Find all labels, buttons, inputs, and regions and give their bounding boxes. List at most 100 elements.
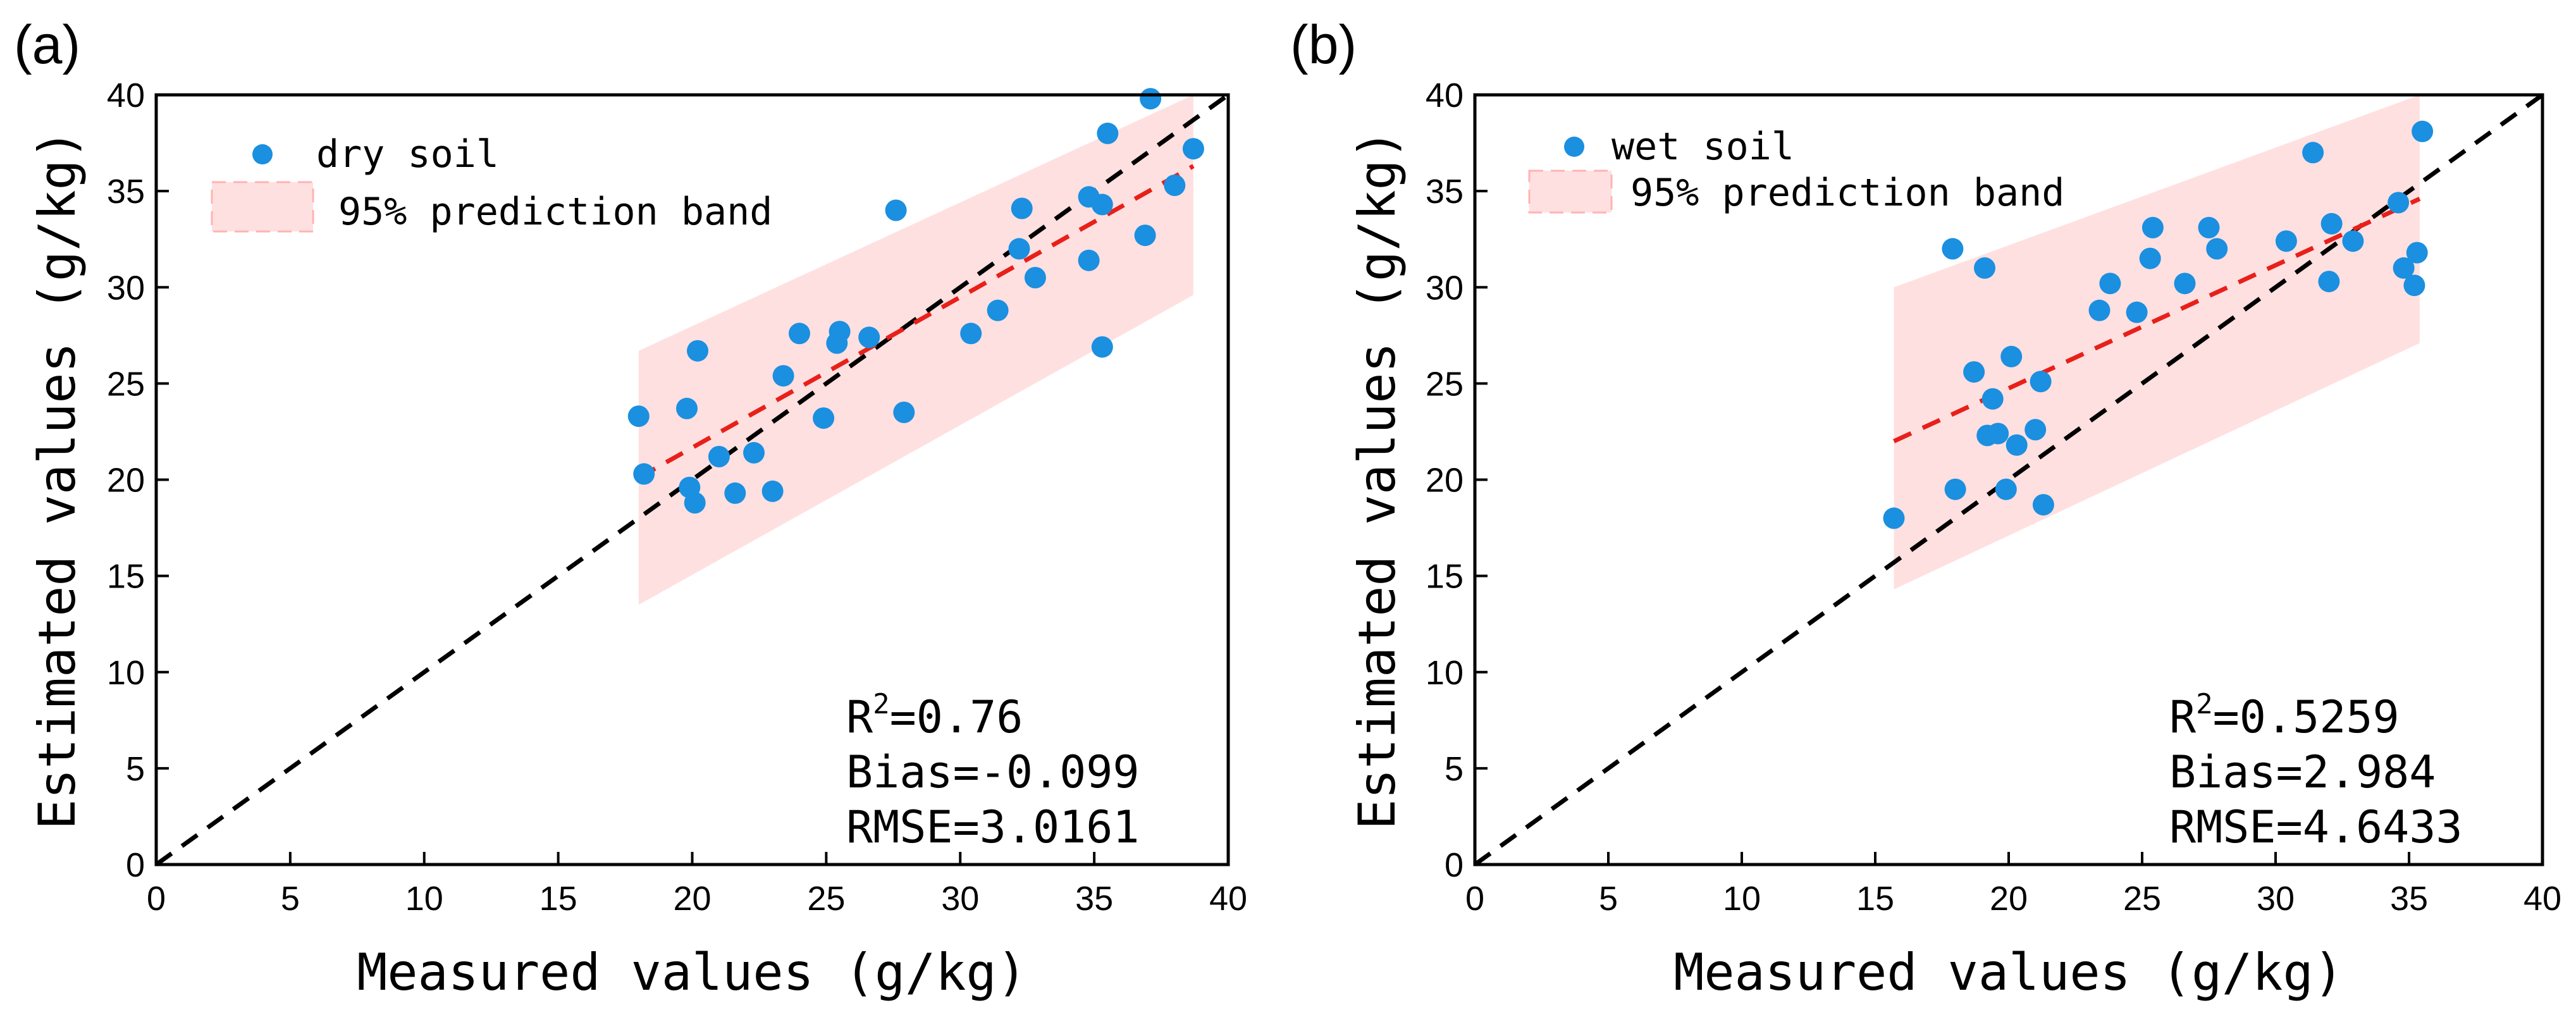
panel-b-legend-scatter-label: wet soil	[1612, 125, 1794, 169]
panel-a-points-layer	[627, 88, 1204, 514]
panel-a-data-point-28	[1097, 122, 1119, 144]
panel-a-x-tick-label: 10	[405, 880, 443, 918]
panel-a-legend-marker-dot	[252, 144, 273, 164]
panel-a-y-tick-label: 15	[107, 558, 145, 596]
panel-a-data-point-25	[1078, 249, 1100, 271]
panel-b-label: (b)	[1290, 15, 1357, 75]
panel-a-y-tick-label: 30	[107, 269, 145, 307]
panel-a-data-point-31	[1164, 175, 1186, 196]
chart-panel-b: 0 5 10 15 20 25 30 35 40 0 5 10 15 20 25 30 35 40 wet soi…	[1290, 15, 2561, 1002]
panel-b-x-tick-label: 20	[1990, 880, 2028, 918]
panel-b-data-point-13	[2030, 371, 2052, 393]
panel-a-data-point-18	[893, 402, 915, 423]
panel-b-legend-marker-dot	[1564, 137, 1584, 157]
panel-b-legend-band-swatch	[1528, 169, 1613, 214]
panel-b-data-point-15	[2088, 299, 2111, 321]
panel-a-data-point-21	[1008, 238, 1030, 260]
panel-b-data-point-5	[1974, 257, 1995, 279]
panel-b-data-point-20	[2174, 273, 2196, 295]
panel-b-data-point-18	[2139, 247, 2161, 269]
panel-b-y-tick-label: 35	[1426, 173, 1464, 211]
panel-a-y-axis-title: Estimated values (g/kg)	[28, 129, 87, 830]
panel-b-y-tick-label: 0	[1445, 846, 1464, 884]
panel-b-stats: R2=0.5259 Bias=2.984 RMSE=4.6433	[2169, 688, 2463, 853]
panel-a-bias-text: Bias=-0.099	[846, 746, 1140, 798]
panel-b-x-tick-label: 25	[2123, 880, 2161, 918]
panel-a-data-point-20	[987, 299, 1009, 321]
panel-a-data-point-15	[829, 321, 851, 343]
panel-a-x-tick-label: 20	[673, 880, 711, 918]
panel-b-x-axis-title: Measured values (g/kg)	[1673, 943, 2344, 1002]
panel-b-r2-text: R2=0.5259	[2169, 688, 2400, 743]
panel-b-data-point-2	[1942, 238, 1964, 260]
panel-a-data-point-27	[1091, 336, 1113, 358]
panel-a-y-tick-label: 0	[126, 846, 145, 884]
panel-b-data-point-12	[2024, 419, 2047, 441]
panel-a-data-point-16	[858, 326, 880, 348]
panel-a-band-layer	[638, 95, 1193, 605]
panel-a-data-point-1	[627, 405, 650, 428]
panel-b-y-tick-label: 40	[1426, 77, 1464, 114]
panel-a-data-point-2	[633, 463, 655, 485]
panel-b-x-tick-label: 0	[1465, 880, 1484, 918]
panel-a-y-tick-label: 20	[107, 462, 145, 500]
panel-b-ticks-layer: 0 5 10 15 20 25 30 35 40 0 5 10 15 20 25 30 35 40	[1426, 77, 2561, 918]
chart-panel-a: 0 5 10 15 20 25 30 35 40 0 5 10 15 20 25 30 35 40 dry soi…	[14, 15, 1247, 1002]
panel-b-data-point-19	[2142, 216, 2164, 238]
panel-b-data-point-31	[2406, 242, 2428, 264]
panel-a-x-tick-label: 0	[147, 880, 166, 918]
panel-a-prediction-band	[638, 95, 1193, 605]
panel-a-x-axis-title: Measured values (g/kg)	[357, 943, 1027, 1002]
panel-b-x-tick-label: 15	[1856, 880, 1894, 918]
panel-b-y-tick-label: 20	[1426, 462, 1464, 500]
panel-a-data-point-13	[813, 407, 835, 429]
panel-a-stats: R2=0.76 Bias=-0.099 RMSE=3.0161	[846, 688, 1140, 853]
panel-b-y-tick-label: 30	[1426, 269, 1464, 307]
panel-b-data-point-29	[2393, 257, 2415, 279]
panel-b-points-layer	[1883, 120, 2434, 529]
panel-b-data-point-30	[2403, 274, 2425, 297]
panel-a-data-point-9	[743, 441, 765, 464]
panel-b-rmse-text: RMSE=4.6433	[2169, 801, 2463, 853]
panel-a-data-point-12	[789, 323, 810, 345]
panel-a-data-point-8	[724, 482, 746, 504]
panel-a-data-point-30	[1140, 88, 1162, 110]
panel-a-legend-band-label: 95% prediction band	[338, 190, 772, 234]
panel-b-y-axis-title: Estimated values (g/kg)	[1348, 129, 1407, 830]
panel-a-data-point-23	[1024, 267, 1046, 288]
panel-b-data-point-14	[2032, 494, 2054, 516]
panel-a-data-point-22	[1011, 197, 1033, 219]
panel-a-data-point-3	[676, 397, 698, 419]
panel-b-lines-layer	[1473, 93, 2544, 866]
panel-a-r2-text: R2=0.76	[846, 688, 1023, 743]
panel-b-x-tick-label: 35	[2390, 880, 2428, 918]
panel-b-data-point-3	[1944, 478, 1966, 500]
panel-b-data-point-11	[2006, 434, 2028, 456]
panel-b-data-point-16	[2099, 273, 2121, 295]
panel-b-y-tick-label: 10	[1426, 654, 1464, 692]
panel-b-x-tick-label: 30	[2257, 880, 2295, 918]
panel-b-data-point-24	[2302, 142, 2324, 164]
panel-a-data-point-29	[1134, 225, 1156, 247]
panel-b-y-tick-label: 5	[1445, 750, 1464, 788]
panel-a-y-tick-label: 10	[107, 654, 145, 692]
panel-b-data-point-9	[1995, 478, 2017, 500]
panel-b-data-point-1	[1883, 507, 1905, 529]
panel-a-x-tick-label: 40	[1209, 880, 1247, 918]
panel-a-y-tick-label: 40	[107, 77, 145, 114]
panel-b-legend-band-label: 95% prediction band	[1630, 171, 2064, 215]
panel-a-label: (a)	[14, 15, 80, 75]
panel-b-data-point-23	[2275, 230, 2297, 252]
panel-a-rmse-text: RMSE=3.0161	[846, 801, 1140, 853]
panel-b-data-point-21	[2198, 216, 2220, 238]
panel-b-x-tick-label: 40	[2524, 880, 2561, 918]
panel-b-data-point-10	[2000, 345, 2023, 367]
panel-a-legend-band-swatch	[211, 181, 314, 233]
panel-b-data-point-28	[2388, 192, 2410, 214]
panel-b-y-tick-label: 25	[1426, 365, 1464, 403]
panel-a-x-tick-label: 35	[1075, 880, 1113, 918]
panel-b-bias-text: Bias=2.984	[2169, 746, 2436, 798]
panel-b-fit-line	[1893, 197, 2421, 443]
